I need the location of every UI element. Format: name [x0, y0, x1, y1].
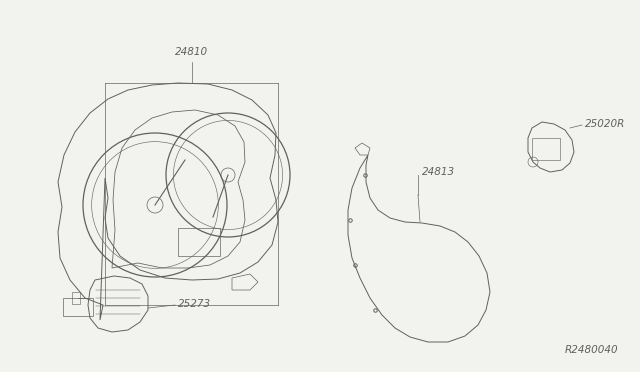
- Bar: [72, 292, 80, 304]
- Bar: [63, 298, 93, 316]
- Text: 25020R: 25020R: [585, 119, 625, 129]
- Text: 25273: 25273: [178, 299, 211, 309]
- Text: R2480040: R2480040: [564, 345, 618, 355]
- Bar: [532, 138, 560, 160]
- Bar: [178, 228, 220, 256]
- Text: 24810: 24810: [175, 47, 209, 57]
- Text: 24813: 24813: [422, 167, 455, 177]
